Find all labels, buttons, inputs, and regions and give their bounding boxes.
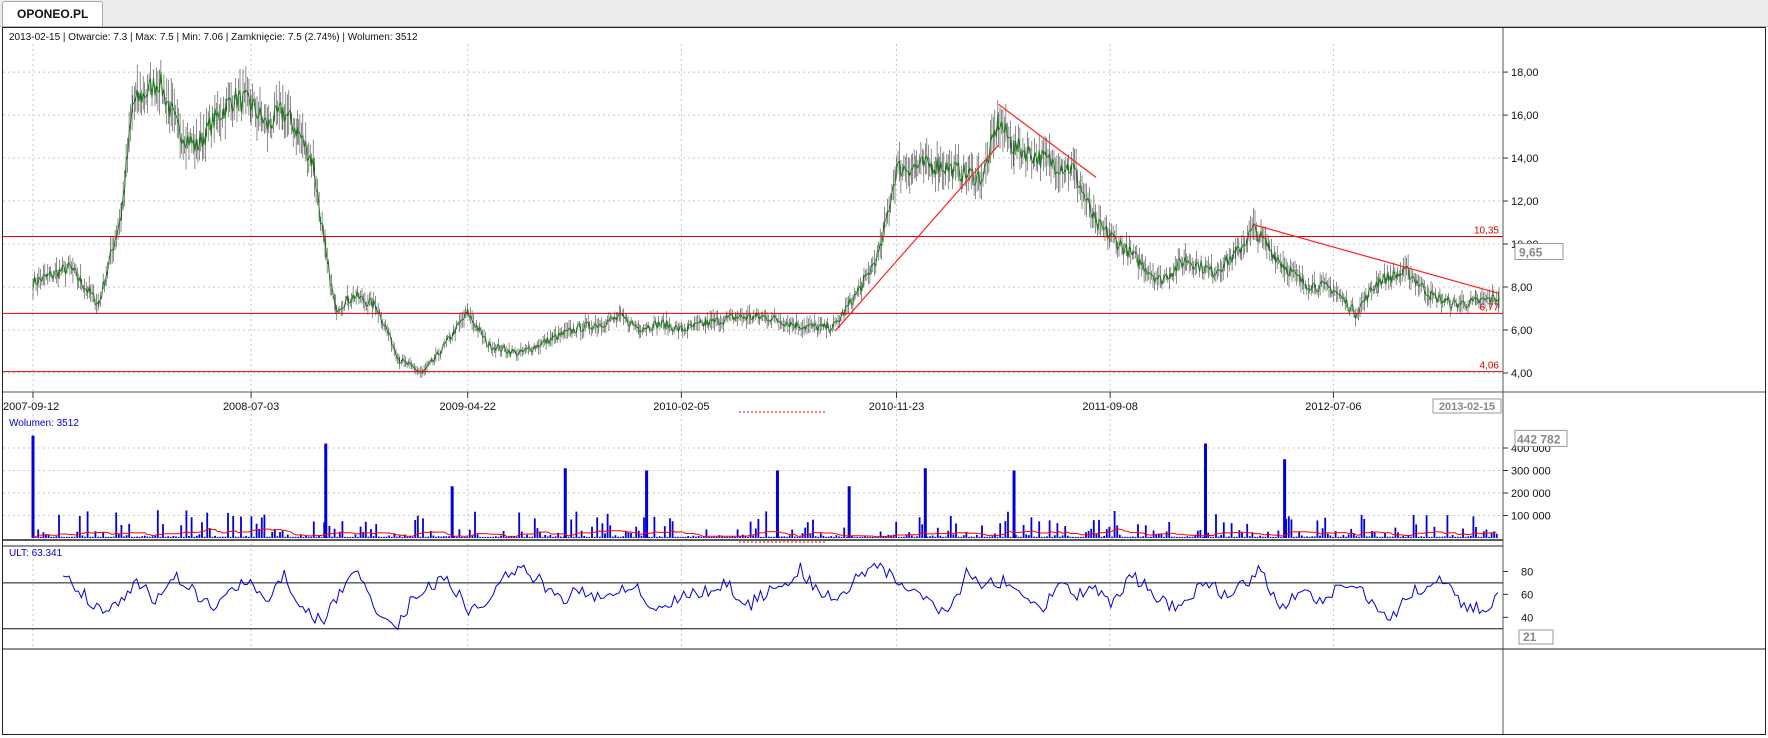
vol-y-tick-label: 100 000 <box>1511 511 1551 523</box>
x-tick-label: 2010-11-23 <box>869 401 924 413</box>
ult-current-box <box>1518 629 1554 645</box>
y-tick-label: 16,00 <box>1511 110 1539 122</box>
x-tick-label: 2009-04-22 <box>440 401 496 413</box>
x-tick-label: 2007-09-12 <box>3 401 59 413</box>
ult-y-tick-label: 80 <box>1521 566 1533 578</box>
x-tick-label: 2010-02-05 <box>653 401 709 413</box>
volume-spike <box>923 468 927 538</box>
last-date-box <box>1432 398 1502 414</box>
y-tick-label: 8,00 <box>1511 282 1532 294</box>
last-date-label: 2013-02-15 <box>1439 401 1495 413</box>
x-tick-label: 2011-09-08 <box>1082 401 1137 413</box>
y-tick-label: 14,00 <box>1511 153 1539 165</box>
volume-spike <box>324 443 328 538</box>
level-label: 10,35 <box>1474 225 1499 236</box>
volume-spike <box>450 486 454 538</box>
info-bar: 2013-02-15 | Otwarcie: 7.3 | Max: 7.5 | … <box>9 32 418 43</box>
trendline <box>1253 224 1500 295</box>
x-tick-label: 2008-07-03 <box>223 401 279 413</box>
volume-bars <box>32 510 1498 538</box>
y-tick-label: 18,00 <box>1511 67 1539 79</box>
current-value-box <box>1514 243 1564 261</box>
trendline <box>998 103 1097 178</box>
volume-spike <box>847 486 851 538</box>
volume-spike <box>563 468 567 538</box>
current-value-label: 9,65 <box>1519 246 1543 260</box>
trendline <box>834 144 999 332</box>
level-label: 6,77 <box>1480 302 1500 313</box>
price-series-line <box>32 71 1500 373</box>
vol-y-tick-label: 200 000 <box>1511 488 1551 500</box>
price-panel: 2007-09-12 2008-07-03 2009-04-22 2010-02-05… <box>3 28 1765 734</box>
tab-bar: OPONEO.PL <box>0 0 1768 27</box>
tab-oponeo[interactable]: OPONEO.PL <box>2 1 104 26</box>
volume-ma-line <box>33 528 1497 538</box>
vol-current-box <box>1514 429 1568 447</box>
volume-spike <box>1204 443 1208 538</box>
ult-y-tick-label: 40 <box>1521 612 1533 624</box>
ult-label: ULT: 63.341 <box>9 548 63 559</box>
y-tick-label: 12,00 <box>1511 196 1539 208</box>
vol-current-label: 442 782 <box>1517 432 1561 446</box>
x-tick-label: 2012-07-06 <box>1305 401 1361 413</box>
chart-canvas[interactable]: 2013-02-15 | Otwarcie: 7.3 | Max: 7.5 | … <box>3 28 1765 734</box>
level-label: 4,06 <box>1480 361 1500 372</box>
volume-spike <box>1012 470 1016 538</box>
volume-spike <box>1283 459 1287 538</box>
volume-label: Wolumen: 3512 <box>9 418 79 429</box>
volume-spike <box>645 470 649 538</box>
ult-series-line <box>62 562 1499 631</box>
volume-spike <box>775 470 779 538</box>
vol-y-tick-label: 300 000 <box>1511 466 1551 478</box>
ult-current-label: 21 <box>1523 630 1537 644</box>
volume-spike <box>31 435 35 538</box>
ult-panel: ULT: 63.341 40 60 80 21 <box>3 545 1765 650</box>
chart-frame: 2013-02-15 | Otwarcie: 7.3 | Max: 7.5 | … <box>2 27 1766 735</box>
y-tick-label: 6,00 <box>1511 325 1532 337</box>
ult-y-tick-label: 60 <box>1521 589 1533 601</box>
y-tick-label: 4,00 <box>1511 368 1532 380</box>
